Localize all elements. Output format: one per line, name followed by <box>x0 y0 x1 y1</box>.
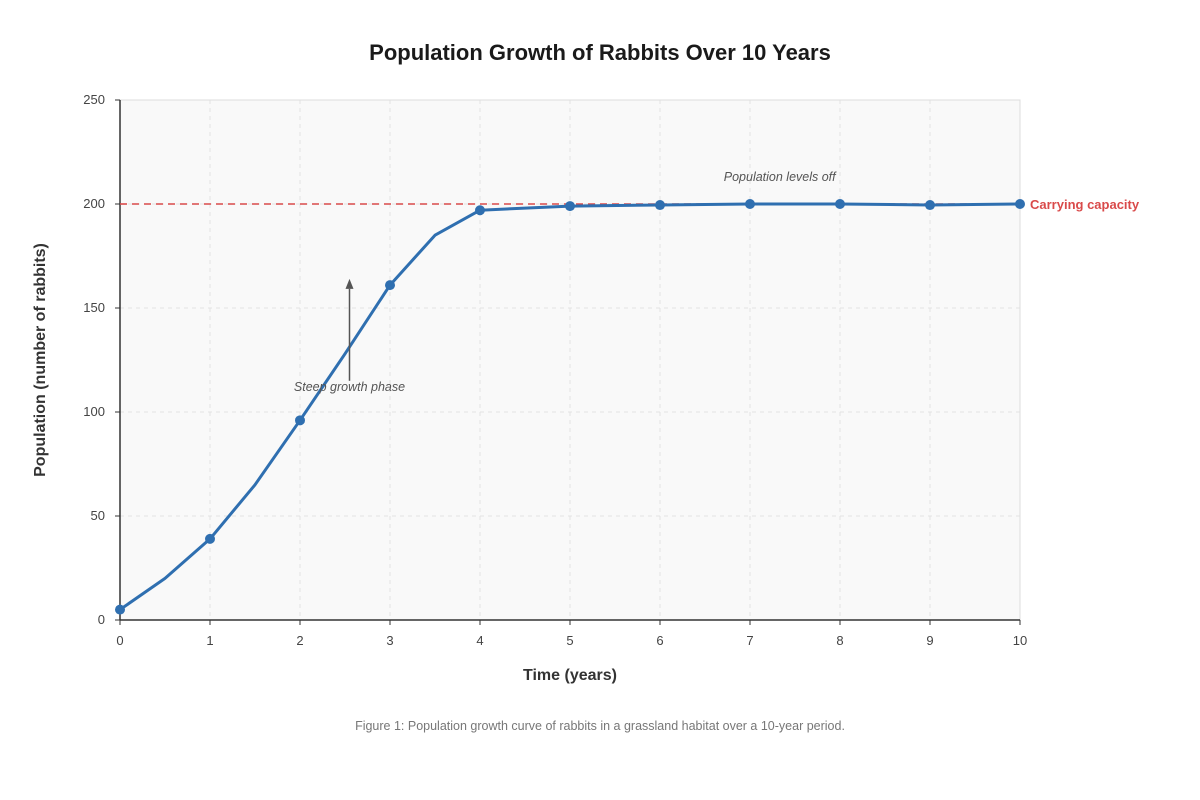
chart-title: Population Growth of Rabbits Over 10 Yea… <box>369 40 831 65</box>
population-series-line <box>118 202 1022 612</box>
annotation-text: Population levels off <box>724 170 837 184</box>
y-axis-label: Population (number of rabbits) <box>32 243 49 477</box>
x-tick-label: 4 <box>476 633 483 648</box>
data-point <box>655 200 665 211</box>
series-group <box>115 199 1025 615</box>
x-tick-label: 6 <box>656 633 663 648</box>
data-point <box>115 604 125 615</box>
annotations-group: Steep growth phase Population levels off <box>294 170 837 394</box>
data-point <box>835 199 845 209</box>
y-tick-label: 50 <box>91 508 105 523</box>
data-point <box>385 280 395 291</box>
x-tick-label: 5 <box>566 633 573 648</box>
annotation-text: Steep growth phase <box>294 380 405 394</box>
y-tick-label: 200 <box>83 196 105 211</box>
y-tick-label: 250 <box>83 92 105 107</box>
x-tick-label: 3 <box>386 633 393 648</box>
annotation-arrowhead <box>345 278 354 289</box>
y-tick-label: 0 <box>98 612 105 627</box>
axes <box>115 99 1021 625</box>
figure-caption: Figure 1: Population growth curve of rab… <box>355 719 845 733</box>
data-point <box>925 200 935 211</box>
data-point <box>205 533 215 544</box>
x-tick-label: 0 <box>116 633 123 648</box>
x-tick-label: 7 <box>746 633 753 648</box>
carrying-capacity-label: Carrying capacity <box>1030 197 1140 212</box>
x-axis-label: Time (years) <box>523 667 617 684</box>
data-point <box>295 415 305 426</box>
data-point <box>1015 199 1025 209</box>
x-tick-label: 2 <box>296 633 303 648</box>
data-point <box>475 205 485 216</box>
x-tick-label: 8 <box>836 633 843 648</box>
x-tick-label: 10 <box>1013 633 1027 648</box>
data-point <box>565 201 575 212</box>
x-tick-label: 1 <box>206 633 213 648</box>
y-tick-label: 150 <box>83 300 105 315</box>
y-tick-label: 100 <box>83 404 105 419</box>
x-tick-label: 9 <box>926 633 933 648</box>
data-point <box>745 199 755 209</box>
